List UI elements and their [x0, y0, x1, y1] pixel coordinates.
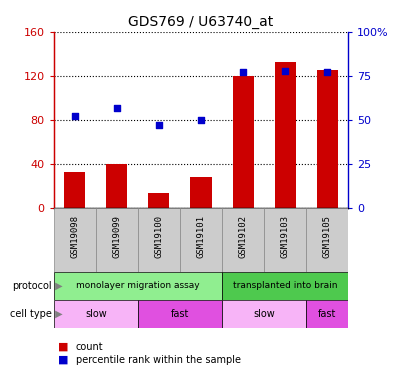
Text: ■: ■ — [58, 342, 72, 352]
Text: GSM19103: GSM19103 — [281, 214, 290, 258]
Text: slow: slow — [253, 309, 275, 319]
Bar — [54, 272, 222, 300]
Bar — [317, 70, 338, 208]
Text: count: count — [76, 342, 103, 352]
Text: GSM19101: GSM19101 — [197, 214, 205, 258]
Point — [72, 114, 78, 120]
Bar — [106, 164, 127, 208]
Title: GDS769 / U63740_at: GDS769 / U63740_at — [129, 15, 273, 30]
Point — [114, 105, 120, 111]
Bar — [180, 208, 222, 272]
Bar — [148, 193, 170, 208]
Text: monolayer migration assay: monolayer migration assay — [76, 281, 200, 290]
Bar — [275, 62, 296, 208]
Text: ▶: ▶ — [52, 281, 62, 291]
Point — [198, 117, 204, 123]
Point — [156, 122, 162, 128]
Bar — [232, 76, 254, 208]
Text: slow: slow — [85, 309, 107, 319]
Text: cell type: cell type — [10, 309, 52, 319]
Text: ■: ■ — [58, 355, 72, 365]
Text: ▶: ▶ — [52, 309, 62, 319]
Bar — [64, 172, 85, 208]
Text: GSM19098: GSM19098 — [70, 214, 79, 258]
Bar — [306, 208, 348, 272]
Point — [324, 69, 330, 75]
Bar — [264, 208, 306, 272]
Bar — [54, 208, 96, 272]
Text: fast: fast — [171, 309, 189, 319]
Text: GSM19105: GSM19105 — [323, 214, 332, 258]
Bar — [96, 208, 138, 272]
Text: fast: fast — [318, 309, 336, 319]
Text: GSM19100: GSM19100 — [154, 214, 164, 258]
Bar — [138, 300, 222, 328]
Bar — [306, 300, 348, 328]
Bar — [138, 208, 180, 272]
Text: GSM19102: GSM19102 — [238, 214, 248, 258]
Text: protocol: protocol — [12, 281, 52, 291]
Point — [240, 69, 246, 75]
Bar — [222, 272, 348, 300]
Bar — [222, 208, 264, 272]
Text: GSM19099: GSM19099 — [112, 214, 121, 258]
Bar — [222, 300, 306, 328]
Bar — [54, 300, 138, 328]
Point — [282, 68, 288, 74]
Text: percentile rank within the sample: percentile rank within the sample — [76, 355, 241, 365]
Bar — [191, 177, 211, 208]
Text: transplanted into brain: transplanted into brain — [233, 281, 338, 290]
